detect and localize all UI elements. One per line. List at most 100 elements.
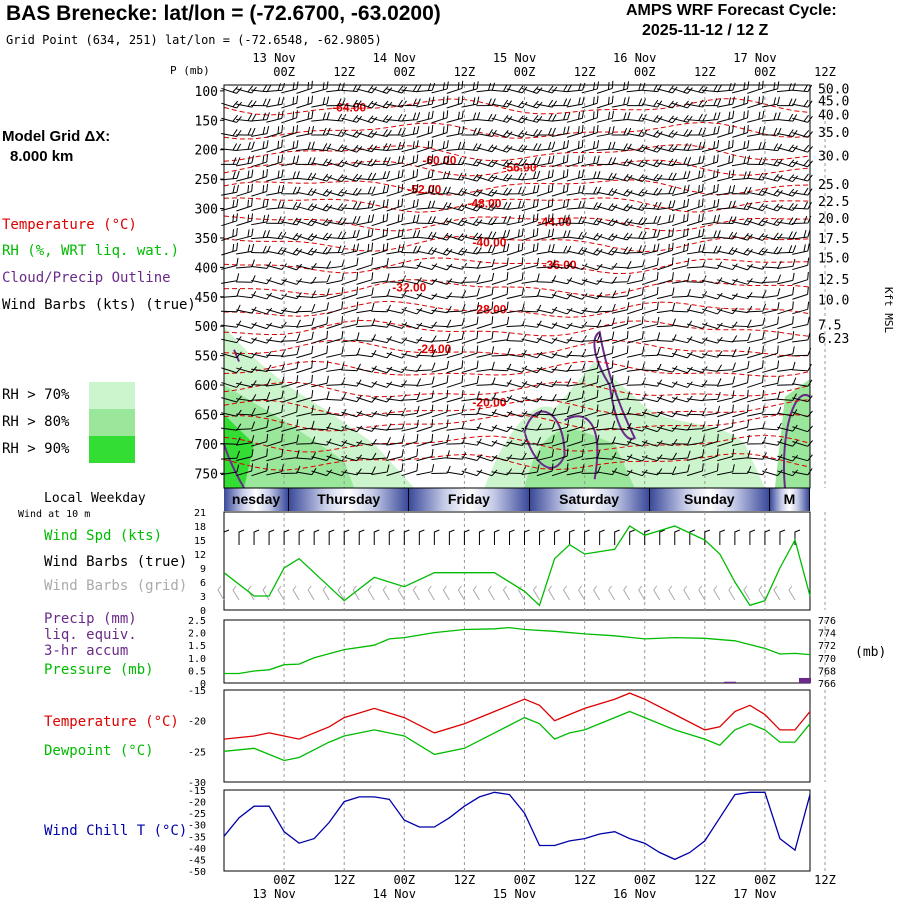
wind-barb [416,278,438,285]
wind-barb [732,419,750,432]
wind-barb [777,203,798,211]
wind-barb [521,409,543,417]
cloud-outline [783,394,811,489]
wind-barb [236,435,255,446]
wind-barb [717,139,734,153]
precip-tick: 0 [200,679,206,690]
wind-barb [416,169,434,182]
wind-barb [431,95,449,109]
wind-barb [732,278,753,285]
surface-wind-barb [539,529,545,545]
wind-barb [371,366,393,374]
grid-wind-barb [788,585,796,601]
weekday-label: nesday [231,491,281,507]
wind-barb [251,307,273,315]
wind-barb [491,84,512,93]
wind-barb [657,257,674,271]
wind-chill-tick: -45 [188,855,206,866]
wind-barb [551,168,569,183]
top-date-tick: 13 Nov [252,51,295,65]
wind-barb [371,143,392,151]
top-date-tick: 14 Nov [373,51,416,65]
pressure-tick-label: 750 [195,467,218,482]
grid-wind-barb [322,585,330,601]
top-time-tick: 00Z [634,65,656,79]
wind-barb [626,245,646,254]
wind-barb [311,260,332,269]
wind-barb [626,346,645,358]
wind-barb [236,306,257,314]
wind-barb [551,84,572,93]
wind-barb [687,183,704,197]
wind-barb [792,257,810,271]
wind-barb [401,84,422,93]
bottom-time-tick: 12Z [694,873,716,887]
wind-barb [476,454,498,462]
wind-barb [476,113,497,122]
wind-barb [791,348,812,357]
height-tick-label: 6.23 [818,332,849,347]
grid-wind-barb [728,585,736,601]
wind-barb [431,110,449,124]
wind-barb [551,292,573,300]
wind-barb [731,171,751,181]
wind-barb [551,198,570,211]
wind-barb [506,410,528,418]
wind-barb [521,381,543,388]
wind-barb [416,376,435,387]
wind-barb [281,389,298,403]
wind-barb [236,322,257,329]
wind-barb [791,201,812,210]
wind-barb [792,229,811,240]
wind-speed-tick: 6 [200,578,206,589]
surface-wind-barb [599,529,605,545]
pressure-label: Pressure (mb) [44,662,154,678]
wind-barb [491,243,510,255]
wind-barb [296,317,315,328]
wind-barb [687,198,704,212]
grid-wind-barb [532,585,540,601]
wind-barb [536,243,555,255]
wind-speed-label: Wind Spd (kts) [44,528,163,544]
wind-barb [236,228,254,241]
wind-barb [251,434,269,447]
wind-barb [536,366,558,373]
wind-barb [716,348,737,357]
wind-barb [491,114,513,123]
wind-barb [416,263,438,271]
wind-barb [761,112,781,122]
wind-barb [326,301,344,315]
wind-barb [611,143,632,152]
wind-chill-tick: -30 [188,821,206,832]
grid-wind-barb [578,585,586,601]
top-time-tick: 12Z [694,65,716,79]
wind-barb [747,345,764,359]
bottom-time-tick: 12Z [333,873,355,887]
wind-barb [311,143,332,151]
wind-barb [536,99,558,108]
wind-barb [716,362,736,372]
wind-barb [371,170,390,181]
wind-barb [416,404,434,418]
wind-barb [506,302,525,314]
weekday-label: Thursday [317,491,381,507]
wind-barb [386,243,405,255]
wind-barb [746,303,767,313]
wind-barb [401,350,422,358]
temperature-contour-label: -40.00 [472,236,506,250]
wind-barb [401,378,422,386]
wind-barb [521,227,539,241]
wind-barb [431,247,453,256]
wind-barb [761,391,781,402]
temperature-line [223,692,811,740]
wind-barb [326,331,344,344]
dewpoint-label: Dewpoint (°C) [44,743,154,759]
pressure-tick-label: 200 [195,144,218,159]
wind-barb [251,463,268,477]
wind-barb [251,277,272,285]
wind-barb [251,350,272,358]
wind-barb [461,302,480,314]
forecast-cycle-date: 2025-11-12 / 12 Z [642,22,769,39]
pressure-tick-label: 500 [195,320,218,335]
wind-barb [656,144,678,153]
